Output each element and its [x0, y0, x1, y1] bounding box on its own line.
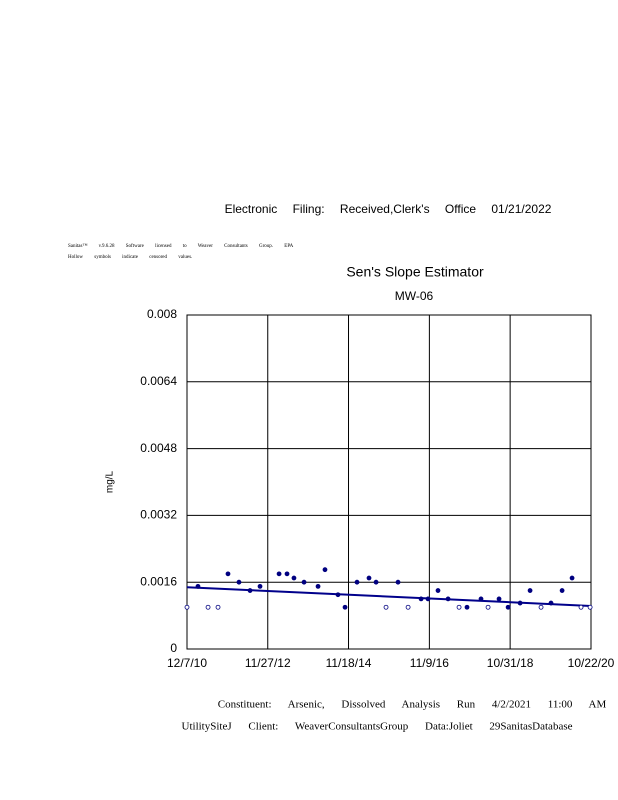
data-point — [548, 600, 554, 606]
data-point — [284, 571, 290, 577]
data-point — [587, 604, 593, 610]
data-point — [538, 604, 544, 610]
data-point — [578, 604, 584, 610]
data-point — [276, 571, 282, 577]
data-point — [335, 592, 341, 598]
trend-line — [186, 586, 592, 607]
y-tick-label: 0.0064 — [140, 374, 177, 388]
data-point — [435, 588, 441, 593]
data-point — [418, 596, 424, 602]
data-point — [247, 588, 253, 593]
x-tick-label: 12/7/10 — [167, 656, 207, 670]
x-tick-label: 11/9/16 — [410, 656, 449, 670]
data-point — [405, 604, 411, 610]
data-point — [527, 588, 533, 593]
data-point — [315, 583, 321, 589]
data-point — [496, 596, 502, 602]
data-point — [205, 604, 211, 610]
data-point — [322, 567, 328, 573]
data-point — [485, 604, 491, 610]
y-tick-label: 0.0032 — [140, 508, 177, 522]
data-point — [569, 575, 575, 581]
footer: Constituent: Arsenic, Dissolved Analysis… — [218, 699, 607, 711]
footer: UtilitySiteJ Client: WeaverConsultantsGr… — [182, 721, 573, 733]
x-tick-label: 10/31/18 — [487, 656, 534, 670]
data-point — [342, 604, 348, 610]
data-point — [225, 571, 231, 577]
x-tick-label: 11/18/14 — [326, 656, 372, 670]
data-point — [257, 583, 263, 589]
data-point — [383, 604, 389, 610]
data-point — [395, 579, 401, 585]
data-point — [291, 575, 297, 581]
x-tick-label: 11/27/12 — [245, 656, 291, 670]
data-point — [517, 600, 523, 606]
data-point — [505, 604, 511, 610]
data-point — [215, 604, 221, 610]
data-point — [425, 596, 431, 602]
note: Sanitas™ v.9.6.28 Software licensed to W… — [68, 243, 294, 249]
data-point — [464, 604, 470, 610]
data-point — [184, 604, 190, 610]
data-point — [478, 596, 484, 602]
y-axis-label: mg/L — [105, 470, 116, 493]
chart-title: Sen's Slope Estimator — [346, 264, 484, 280]
data-point — [195, 583, 201, 589]
x-tick-label: 10/22/20 — [568, 656, 615, 670]
data-point — [354, 579, 360, 585]
plot-frame — [186, 314, 592, 650]
note: Hollow symbols indicate censored values. — [68, 255, 192, 260]
data-point — [366, 575, 372, 581]
y-tick-label: 0 — [170, 641, 177, 655]
y-tick-label: 0.0048 — [140, 441, 177, 455]
data-point — [373, 579, 379, 585]
header: Electronic Filing: Received,Clerk's Offi… — [225, 202, 552, 216]
data-point — [445, 596, 451, 602]
data-point — [559, 588, 565, 593]
data-point — [236, 579, 242, 585]
chart-subtitle: MW-06 — [395, 289, 434, 303]
data-point — [456, 604, 462, 610]
y-tick-label: 0.008 — [147, 307, 177, 321]
y-tick-label: 0.0016 — [140, 574, 177, 588]
data-point — [301, 579, 307, 585]
